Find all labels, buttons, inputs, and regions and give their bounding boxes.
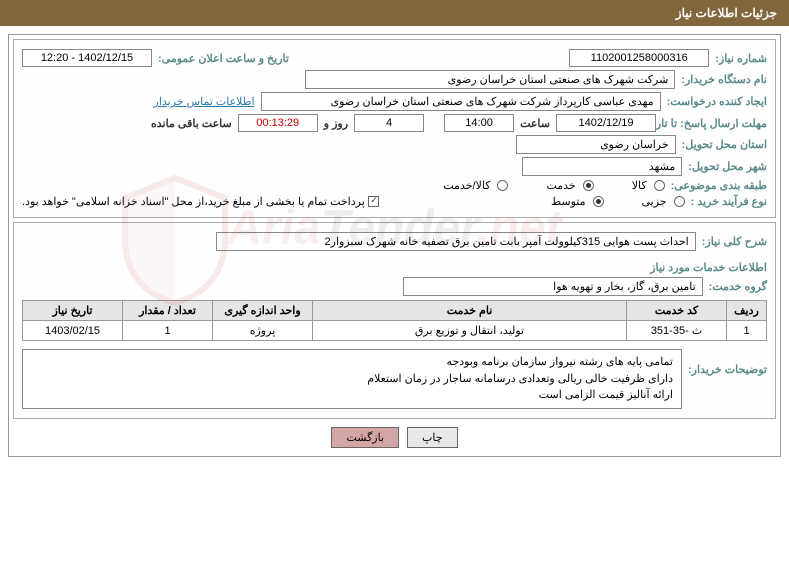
- th-unit: واحد اندازه گیری: [213, 301, 313, 321]
- need-number-label: شماره نیاز:: [715, 52, 767, 65]
- td-date: 1403/02/15: [23, 321, 123, 341]
- radio-goods[interactable]: [654, 180, 665, 191]
- payment-checkbox[interactable]: [368, 196, 379, 207]
- need-number-field: 1102001258000316: [569, 49, 709, 67]
- page-header: جزئیات اطلاعات نیاز: [0, 0, 789, 26]
- category-label: طبقه بندی موضوعی:: [671, 179, 767, 192]
- notes-line3: ارائه آنالیز قیمت الزامی است: [31, 387, 673, 404]
- days-and-label: روز و: [324, 117, 348, 130]
- td-code: ث -35-351: [627, 321, 727, 341]
- deadline-hour-field: 14:00: [444, 114, 514, 132]
- notes-box: تمامی پایه های رشته نیرواز سازمان برنامه…: [22, 349, 682, 409]
- button-row: چاپ بازگشت: [17, 427, 772, 448]
- radio-goods-service[interactable]: [497, 180, 508, 191]
- radio-service[interactable]: [583, 180, 594, 191]
- radio-medium[interactable]: [593, 196, 604, 207]
- opt-minor-label: جزیی: [642, 195, 667, 208]
- hour-label: ساعت: [520, 117, 550, 130]
- opt-goods-label: کالا: [632, 179, 647, 192]
- services-header: اطلاعات خدمات مورد نیاز: [650, 261, 767, 274]
- desc-title-label: شرح کلی نیاز:: [702, 235, 767, 248]
- deadline-date-field: 1402/12/19: [556, 114, 656, 132]
- deadline-label: مهلت ارسال پاسخ: تا تاریخ:: [662, 117, 767, 130]
- table-row: 1 ث -35-351 تولید، انتقال و توزیع برق پر…: [23, 321, 767, 341]
- requester-label: ایجاد کننده درخواست:: [667, 95, 767, 108]
- contact-link[interactable]: اطلاعات تماس خریدار: [154, 95, 255, 108]
- notes-line1: تمامی پایه های رشته نیرواز سازمان برنامه…: [31, 354, 673, 371]
- group-field: تامین برق، گاز، بخار و تهویه هوا: [403, 277, 703, 296]
- th-name: نام خدمت: [313, 301, 627, 321]
- payment-note: پرداخت تمام یا بخشی از مبلغ خرید،از محل …: [22, 195, 365, 208]
- back-button[interactable]: بازگشت: [331, 427, 399, 448]
- th-date: تاریخ نیاز: [23, 301, 123, 321]
- td-unit: پروژه: [213, 321, 313, 341]
- buyer-org-label: نام دستگاه خریدار:: [681, 73, 767, 86]
- province-field: خراسان رضوی: [516, 135, 676, 154]
- announce-field: 1402/12/15 - 12:20: [22, 49, 152, 67]
- td-qty: 1: [123, 321, 213, 341]
- remain-days-field: 4: [354, 114, 424, 132]
- announce-label: تاریخ و ساعت اعلان عمومی:: [158, 52, 289, 65]
- city-label: شهر محل تحویل:: [688, 160, 767, 173]
- group-label: گروه خدمت:: [709, 280, 767, 293]
- info-section: شماره نیاز: 1102001258000316 تاریخ و ساع…: [13, 39, 776, 218]
- requester-field: مهدی عباسی کارپرداز شرکت شهرک های صنعتی …: [261, 92, 661, 111]
- services-table: ردیف کد خدمت نام خدمت واحد اندازه گیری ت…: [22, 300, 767, 341]
- radio-minor[interactable]: [674, 196, 685, 207]
- remain-label: ساعت باقی مانده: [151, 117, 232, 130]
- opt-service-label: خدمت: [546, 179, 575, 192]
- province-label: استان محل تحویل:: [682, 138, 767, 151]
- print-button[interactable]: چاپ: [407, 427, 458, 448]
- td-row: 1: [727, 321, 767, 341]
- th-code: کد خدمت: [627, 301, 727, 321]
- city-field: مشهد: [522, 157, 682, 176]
- main-container: شماره نیاز: 1102001258000316 تاریخ و ساع…: [8, 34, 781, 457]
- notes-label: توضیحات خریدار:: [688, 349, 767, 376]
- td-name: تولید، انتقال و توزیع برق: [313, 321, 627, 341]
- description-section: شرح کلی نیاز: احداث پست هوایی 315کیلوولت…: [13, 222, 776, 419]
- remain-time-field: 00:13:29: [238, 114, 318, 132]
- opt-goods-service-label: کالا/خدمت: [443, 179, 490, 192]
- buyer-org-field: شرکت شهرک های صنعتی استان خراسان رضوی: [305, 70, 675, 89]
- th-qty: تعداد / مقدار: [123, 301, 213, 321]
- opt-medium-label: متوسط: [551, 195, 586, 208]
- process-label: نوع فرآیند خرید :: [691, 195, 767, 208]
- desc-title-field: احداث پست هوایی 315کیلوولت آمپر بابت تام…: [216, 232, 696, 251]
- notes-line2: دارای ظرفیت خالی ریالی وتعدادی درسامانه …: [31, 371, 673, 388]
- th-row: ردیف: [727, 301, 767, 321]
